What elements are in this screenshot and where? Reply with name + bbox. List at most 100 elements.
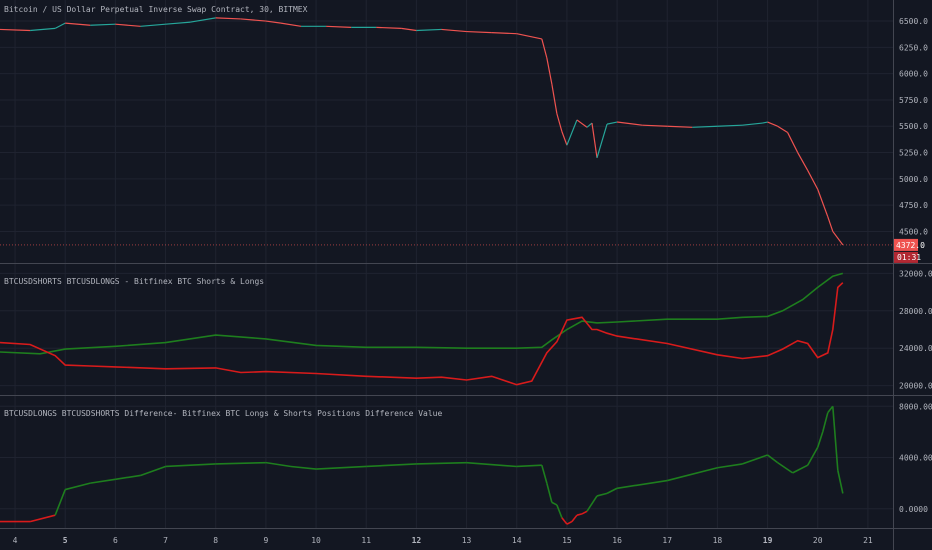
price-segment [30, 27, 56, 32]
y-tick-label: 0.0000 [899, 505, 928, 514]
difference-segment [606, 487, 618, 495]
difference-segment [667, 466, 718, 482]
x-tick-label: 13 [462, 536, 472, 545]
price-segment [516, 33, 542, 40]
x-tick-label: 5 [63, 536, 68, 545]
price-segment [491, 32, 517, 35]
shorts-longs-pane-title: BTCUSDSHORTS BTCUSDLONGS - Bitfinex BTC … [4, 277, 265, 286]
price-segment [797, 152, 809, 171]
price-segment [441, 28, 467, 33]
x-tick-label: 20 [813, 536, 823, 545]
x-tick-label: 6 [113, 536, 118, 545]
x-tick-label: 21 [863, 536, 873, 545]
difference-segment [215, 461, 266, 465]
x-tick-label: 12 [412, 536, 422, 545]
y-tick-label: 8000.0000 [899, 402, 932, 411]
price-segment [90, 23, 116, 26]
y-tick-label: 32000.0000 [899, 269, 932, 278]
difference-segment [576, 513, 583, 516]
difference-segment [821, 412, 829, 433]
difference-segment [717, 463, 743, 469]
difference-segment [816, 431, 824, 448]
price-segment [401, 27, 417, 32]
price-segment [777, 125, 788, 134]
price-segment [616, 121, 643, 126]
x-tick-label: 18 [713, 536, 723, 545]
difference-segment [546, 482, 553, 503]
price-segment [832, 231, 844, 246]
price-segment [817, 189, 829, 217]
price-segment [215, 17, 241, 20]
difference-segment [290, 465, 317, 470]
price-segment [546, 57, 553, 85]
y-tick-label: 4000.0000 [899, 454, 932, 463]
difference-segment [827, 405, 834, 414]
difference-segment [65, 482, 91, 491]
x-tick-label: 10 [311, 536, 321, 545]
difference-segment [777, 461, 794, 474]
difference-segment [551, 501, 558, 506]
price-segment [667, 125, 693, 128]
price-segment [767, 121, 778, 127]
y-tick-label: 6500.0 [899, 17, 928, 26]
difference-segment [581, 510, 588, 515]
y-tick-label: 28000.0000 [899, 307, 932, 316]
difference-segment [556, 504, 563, 519]
price-segment [541, 38, 548, 59]
difference-segment [742, 454, 768, 465]
price-segment [596, 123, 608, 158]
price-segment [787, 132, 799, 153]
y-tick-label: 4750.0 [899, 201, 928, 210]
difference-segment [566, 520, 573, 525]
x-tick-label: 11 [361, 536, 371, 545]
price-segment [280, 22, 302, 27]
shorts-line [0, 282, 844, 386]
price-segment [551, 84, 558, 114]
difference-segment [767, 454, 779, 464]
difference-segment [541, 464, 548, 484]
price-segment [54, 22, 66, 29]
price-segment [576, 119, 588, 128]
difference-segment [29, 514, 56, 523]
difference-segment [316, 465, 367, 470]
price-segment [556, 113, 563, 132]
x-tick-label: 7 [163, 536, 168, 545]
difference-segment [837, 470, 844, 494]
difference-segment [466, 461, 517, 468]
x-tick-label: 14 [512, 536, 522, 545]
price-segment [115, 23, 141, 27]
x-tick-label: 16 [612, 536, 622, 545]
price-segment [591, 122, 598, 158]
difference-segment [561, 517, 568, 525]
difference-segment [115, 474, 141, 481]
difference-segment [90, 478, 116, 484]
y-tick-label: 5000.0 [899, 175, 928, 184]
price-segment [240, 18, 266, 22]
difference-segment [596, 492, 608, 497]
difference-segment [416, 461, 467, 465]
x-tick-label: 4 [13, 536, 18, 545]
price-segment [265, 20, 282, 24]
price-segment [717, 124, 743, 127]
longs-line [0, 272, 844, 355]
price-segment [827, 216, 834, 232]
price-segment [165, 21, 191, 25]
difference-segment [792, 464, 809, 474]
price-segment [742, 122, 763, 126]
price-segment [326, 25, 352, 28]
y-tick-label: 24000.0000 [899, 344, 932, 353]
y-tick-label: 6000.0 [899, 70, 928, 79]
difference-segment [616, 479, 668, 490]
y-tick-label: 4500.0 [899, 227, 928, 236]
difference-segment [54, 489, 66, 516]
countdown-badge [894, 251, 918, 263]
y-tick-label: 5250.0 [899, 149, 928, 158]
price-segment [65, 22, 91, 26]
difference-segment [571, 514, 578, 523]
difference-segment [165, 463, 216, 468]
price-segment [586, 122, 593, 128]
price-segment [140, 23, 166, 27]
y-tick-label: 5500.0 [899, 122, 928, 131]
x-tick-label: 17 [662, 536, 672, 545]
